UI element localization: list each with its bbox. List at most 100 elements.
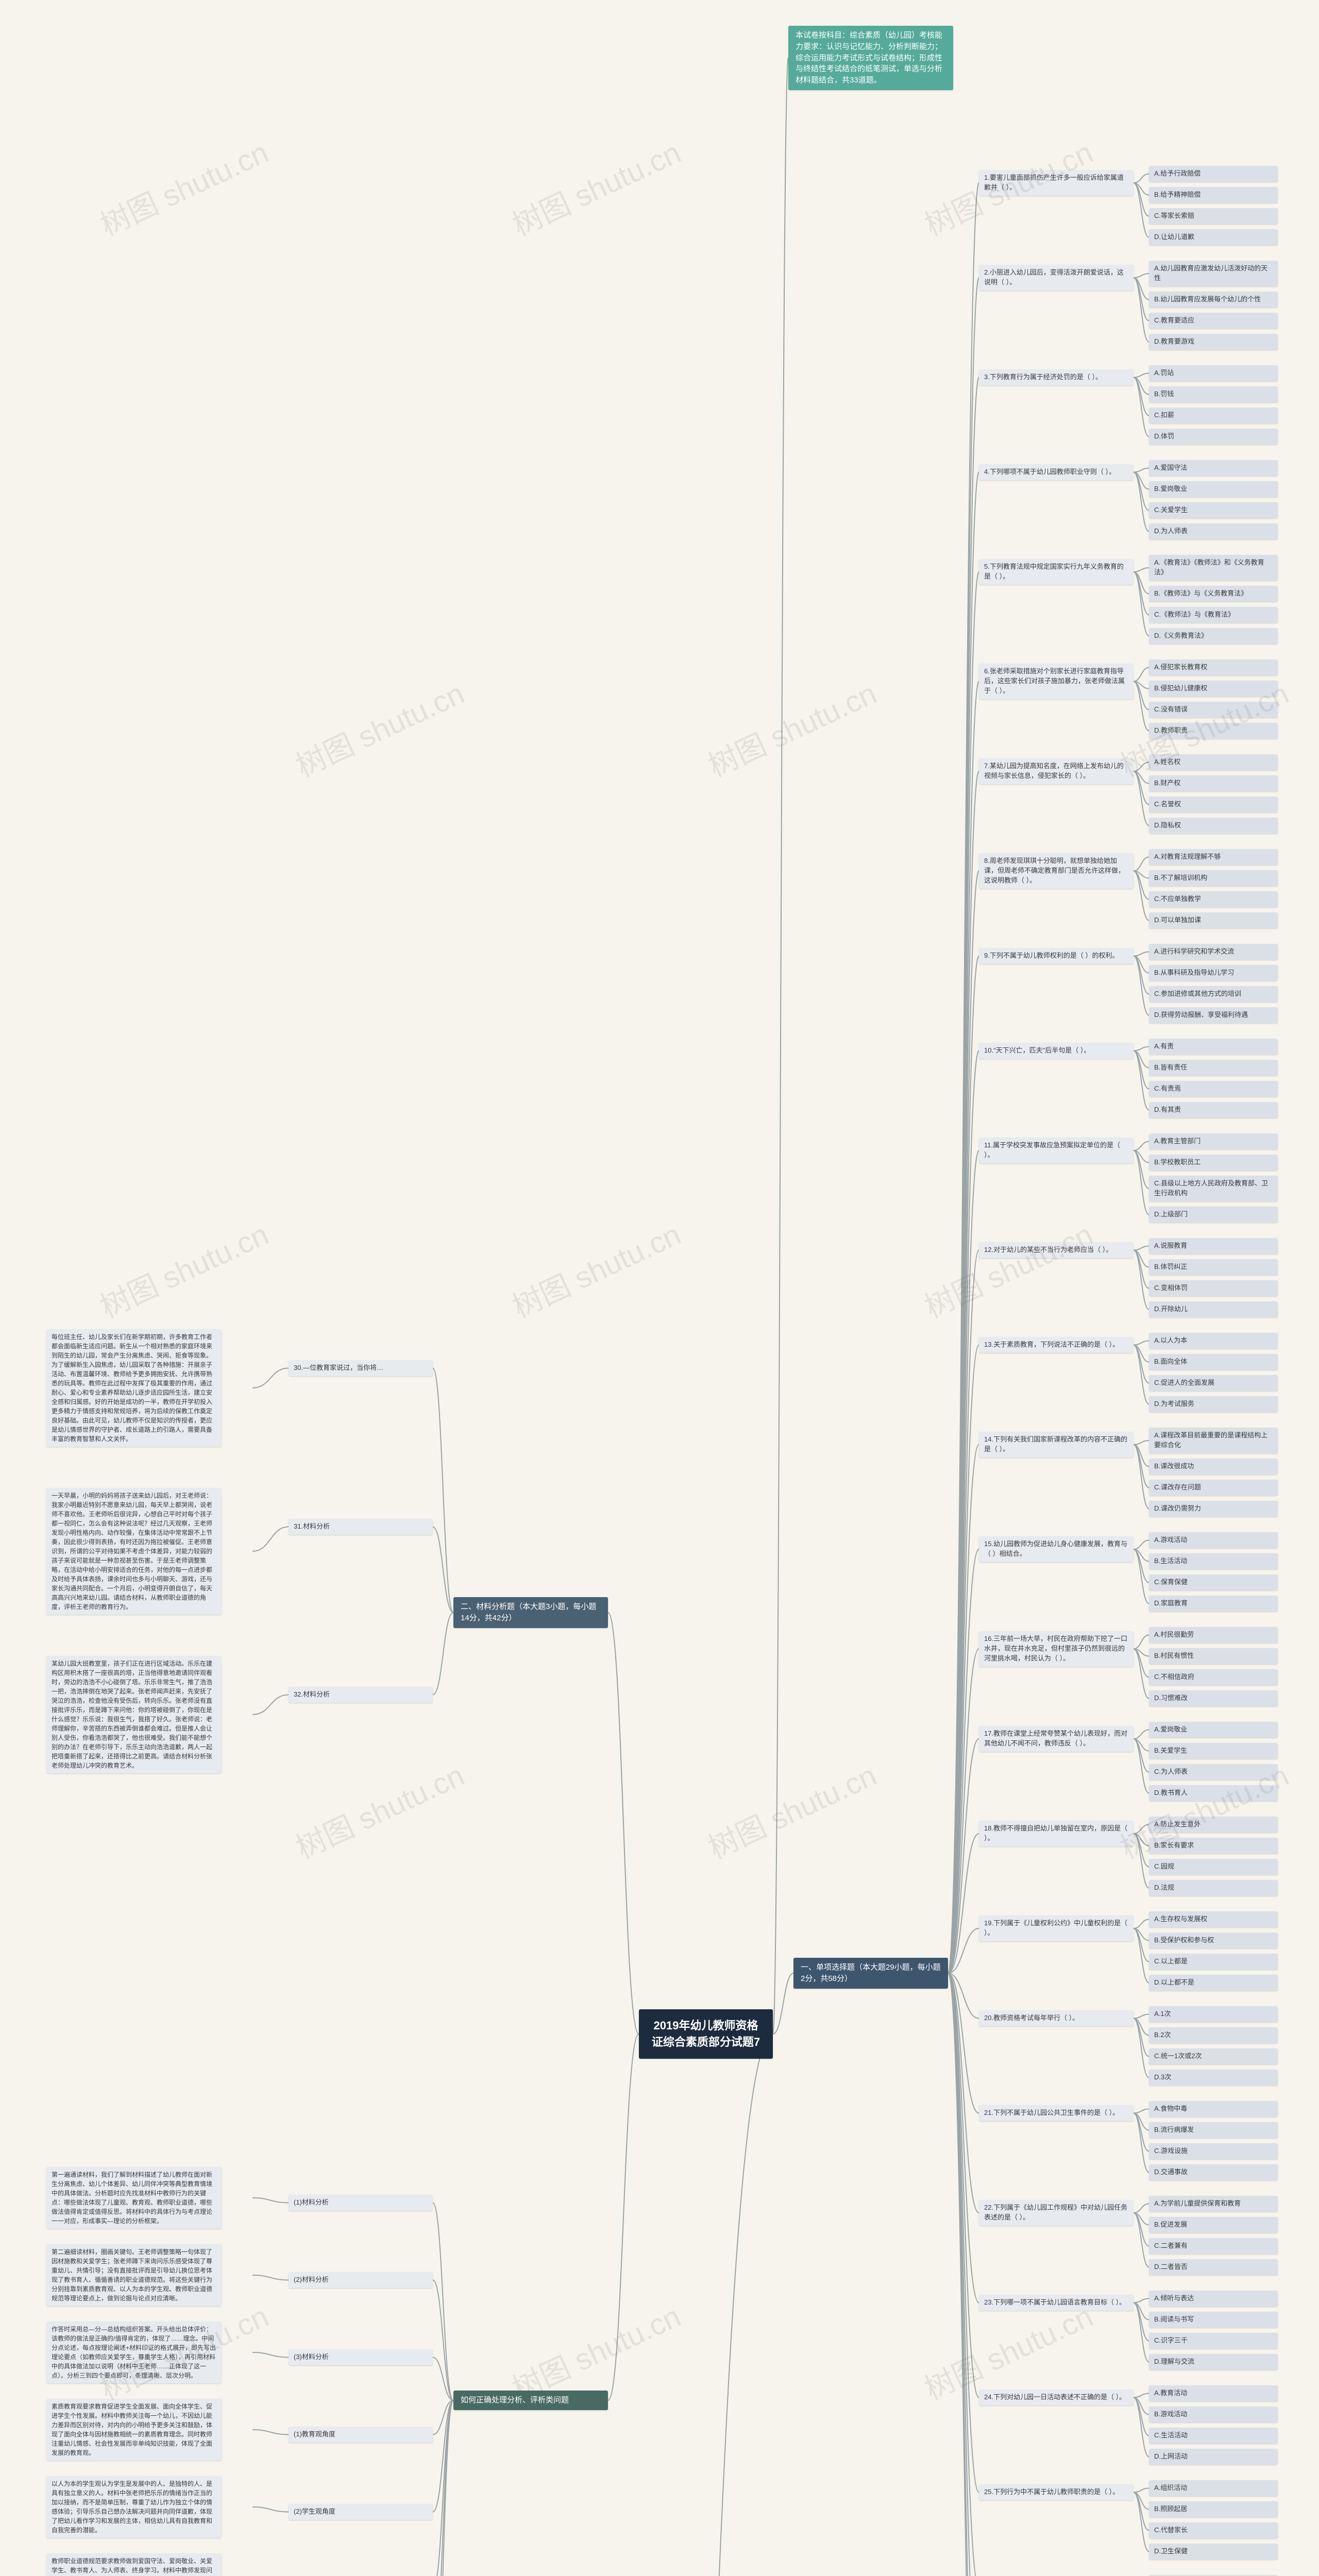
discuss-cue: (3)材料分析 xyxy=(289,2349,433,2365)
discuss-text: 第一遍通读材料，我们了解到材料描述了幼儿教师在面对新生分离焦虑、幼儿个体差异、幼… xyxy=(46,2167,222,2229)
mc-option: B.幼儿园教育应发展每个幼儿的个性 xyxy=(1149,292,1278,308)
mc-option: B.照顾起居 xyxy=(1149,2501,1278,2517)
mc-option: D.上级部门 xyxy=(1149,1207,1278,1223)
mc-question-stem: 23.下列哪一项不属于幼儿园语言教育目标（ ）。 xyxy=(979,2295,1134,2311)
discuss-text: 素质教育观要求教育促进学生全面发展、面向全体学生、促进学生个性发展。材料中教师关… xyxy=(46,2399,222,2461)
mc-option: A.游戏活动 xyxy=(1149,1532,1278,1548)
watermark: 树图 shutu.cn xyxy=(700,1752,883,1868)
mc-option: B.面向全体 xyxy=(1149,1354,1278,1370)
discuss-cue: (2)学生观角度 xyxy=(289,2504,433,2520)
mc-option: C.促进人的全面发展 xyxy=(1149,1375,1278,1391)
mc-option: A.教育主管部门 xyxy=(1149,1133,1278,1149)
mc-option: C.参加进修或其他方式的培训 xyxy=(1149,986,1278,1002)
mc-option: A.爱国守法 xyxy=(1149,460,1278,476)
mc-option: A.罚站 xyxy=(1149,365,1278,381)
mc-option: A.食物中毒 xyxy=(1149,2101,1278,2117)
watermark: 树图 shutu.cn xyxy=(288,1752,470,1868)
mc-option: A.课程改革目前最重要的是课程结构上要综合化 xyxy=(1149,1428,1278,1453)
mc-option: D.为考试服务 xyxy=(1149,1396,1278,1412)
mc-option: B.从事科研及指导幼儿学习 xyxy=(1149,965,1278,981)
mc-question-stem: 12.对于幼儿的某些不当行为老师应当（ ）。 xyxy=(979,1242,1134,1258)
mc-question-stem: 5.下列教育法规中规定国家实行九年义务教育的是（ ）。 xyxy=(979,559,1134,585)
mc-option: B.体罚纠正 xyxy=(1149,1259,1278,1275)
mc-option: C.二者兼有 xyxy=(1149,2238,1278,2254)
mc-option: D.卫生保健 xyxy=(1149,2544,1278,2560)
mc-question-stem: 14.下列有关我们国家新课程改革的内容不正确的是（ ）。 xyxy=(979,1432,1134,1458)
mc-option: D.体罚 xyxy=(1149,429,1278,445)
mc-option: D.为人师表 xyxy=(1149,523,1278,539)
mc-option: C.以上都是 xyxy=(1149,1954,1278,1970)
mc-option: B.游戏活动 xyxy=(1149,2406,1278,2422)
mc-option: B.罚钱 xyxy=(1149,386,1278,402)
mc-option: B.财产权 xyxy=(1149,775,1278,791)
mc-option: A.给予行政赔偿 xyxy=(1149,166,1278,182)
mc-option: D.法规 xyxy=(1149,1880,1278,1896)
discuss-text: 以人为本的学生观认为学生是发展中的人、是独特的人、是具有独立意义的人。材料中张老… xyxy=(46,2476,222,2538)
material-cue: 31.材料分析 xyxy=(289,1519,433,1535)
mc-question-stem: 22.下列属于《幼儿园工作规程》中对幼儿园任务表述的是（ ）。 xyxy=(979,2200,1134,2226)
mc-option: D.教书育人 xyxy=(1149,1785,1278,1801)
mc-option: C.保育保健 xyxy=(1149,1574,1278,1590)
mc-option: B.村民有惯性 xyxy=(1149,1648,1278,1664)
mc-question-stem: 25.下列行为中不属于幼儿教师职责的是（ ）。 xyxy=(979,2484,1134,2500)
mc-option: D.3次 xyxy=(1149,2070,1278,2086)
mc-option: A.倾听与表达 xyxy=(1149,2291,1278,2307)
watermark: 树图 shutu.cn xyxy=(917,1211,1099,1327)
mc-option: C.有责焉 xyxy=(1149,1081,1278,1097)
watermark: 树图 shutu.cn xyxy=(504,1211,687,1327)
mc-option: C.等家长索赔 xyxy=(1149,208,1278,224)
material-text: 某幼儿园大班教室里，孩子们正在进行区域活动。乐乐在建构区用积木搭了一座很高的塔，… xyxy=(46,1656,222,1773)
mc-option: A.对教育法规理解不够 xyxy=(1149,849,1278,865)
mc-option: A.生存权与发展权 xyxy=(1149,1911,1278,1927)
mc-question-stem: 21.下列不属于幼儿园公共卫生事件的是（ ）。 xyxy=(979,2105,1134,2121)
section-mc: 一、单项选择题（本大题29小题，每小题2分，共58分） xyxy=(793,1958,948,1989)
mc-option: D.让幼儿道歉 xyxy=(1149,229,1278,245)
mc-option: C.生活活动 xyxy=(1149,2428,1278,2444)
mc-option: B.阅读与书写 xyxy=(1149,2312,1278,2328)
discuss-cue: (2)材料分析 xyxy=(289,2272,433,2288)
mc-option: D.以上都不是 xyxy=(1149,1975,1278,1991)
title-center: 2019年幼儿教师资格证综合素质部分试题7 xyxy=(639,2009,773,2059)
discuss-text: 教师职业道德规范要求教师做到爱国守法、爱岗敬业、关爱学生、教书育人、为人师表、终… xyxy=(46,2553,222,2576)
mc-option: D.有其责 xyxy=(1149,1102,1278,1118)
mc-question-stem: 9.下列不属于幼儿教师权利的是（ ）的权利。 xyxy=(979,948,1134,964)
mc-question-stem: 11.属于学校突发事故应急预案拟定单位的是（ ）。 xyxy=(979,1138,1134,1163)
mc-option: B.2次 xyxy=(1149,2027,1278,2043)
mc-option: D.开除幼儿 xyxy=(1149,1301,1278,1317)
mc-option: B.流行病爆发 xyxy=(1149,2122,1278,2138)
mc-question-stem: 18.教师不得擅自把幼儿单独留在室内，原因是（ ）。 xyxy=(979,1821,1134,1846)
mc-option: C.识字三千 xyxy=(1149,2333,1278,2349)
discuss-cue: (1)材料分析 xyxy=(289,2195,433,2211)
mc-option: A.村民很勤劳 xyxy=(1149,1627,1278,1643)
mc-option: A.进行科学研究和学术交流 xyxy=(1149,944,1278,960)
mc-option: A.说服教育 xyxy=(1149,1238,1278,1254)
mc-option: A.爱岗敬业 xyxy=(1149,1722,1278,1738)
mc-question-stem: 7.某幼儿园为提高知名度，在网络上发布幼儿的视频与家长信息，侵犯家长的（ ）。 xyxy=(979,758,1134,784)
mc-option: D.习惯难改 xyxy=(1149,1690,1278,1706)
mc-question-stem: 24.下列对幼儿园一日活动表述不正确的是（ ）。 xyxy=(979,2389,1134,2405)
mc-option: C.变相体罚 xyxy=(1149,1280,1278,1296)
mc-option: D.隐私权 xyxy=(1149,818,1278,834)
mc-option: A.有责 xyxy=(1149,1039,1278,1055)
mc-option: A.侵犯家长教育权 xyxy=(1149,659,1278,675)
mc-option: B.爱岗敬业 xyxy=(1149,481,1278,497)
mc-option: C.园规 xyxy=(1149,1859,1278,1875)
mc-option: D.《义务教育法》 xyxy=(1149,628,1278,644)
mc-option: C.不相信政府 xyxy=(1149,1669,1278,1685)
mc-question-stem: 10."天下兴亡，匹夫"后半句是（ ）。 xyxy=(979,1043,1134,1059)
mc-question-stem: 13.关于素质教育，下列说法不正确的是（ ）。 xyxy=(979,1337,1134,1353)
mc-option: D.理解与交流 xyxy=(1149,2354,1278,2370)
mc-option: D.交通事故 xyxy=(1149,2164,1278,2180)
mc-option: B.侵犯幼儿健康权 xyxy=(1149,681,1278,697)
watermark: 树图 shutu.cn xyxy=(92,129,275,245)
discuss-cue: (1)教育观角度 xyxy=(289,2427,433,2443)
mc-option: C.不应单独教学 xyxy=(1149,891,1278,907)
mc-option: A.防止发生意外 xyxy=(1149,1817,1278,1833)
mc-option: D.获得劳动报酬、享受福利待遇 xyxy=(1149,1007,1278,1023)
mc-option: C.教育要适应 xyxy=(1149,313,1278,329)
mc-option: B.受保护权和参与权 xyxy=(1149,1933,1278,1948)
watermark: 树图 shutu.cn xyxy=(288,670,470,786)
mc-option: C.为人师表 xyxy=(1149,1764,1278,1780)
section-intro: 本试卷按科目：综合素质（幼儿园）考核能力要求：认识与记忆能力、分析判断能力；综合… xyxy=(788,26,953,90)
mc-question-stem: 15.幼儿园教师为促进幼儿身心健康发展，教育与（ ）相结合。 xyxy=(979,1536,1134,1562)
